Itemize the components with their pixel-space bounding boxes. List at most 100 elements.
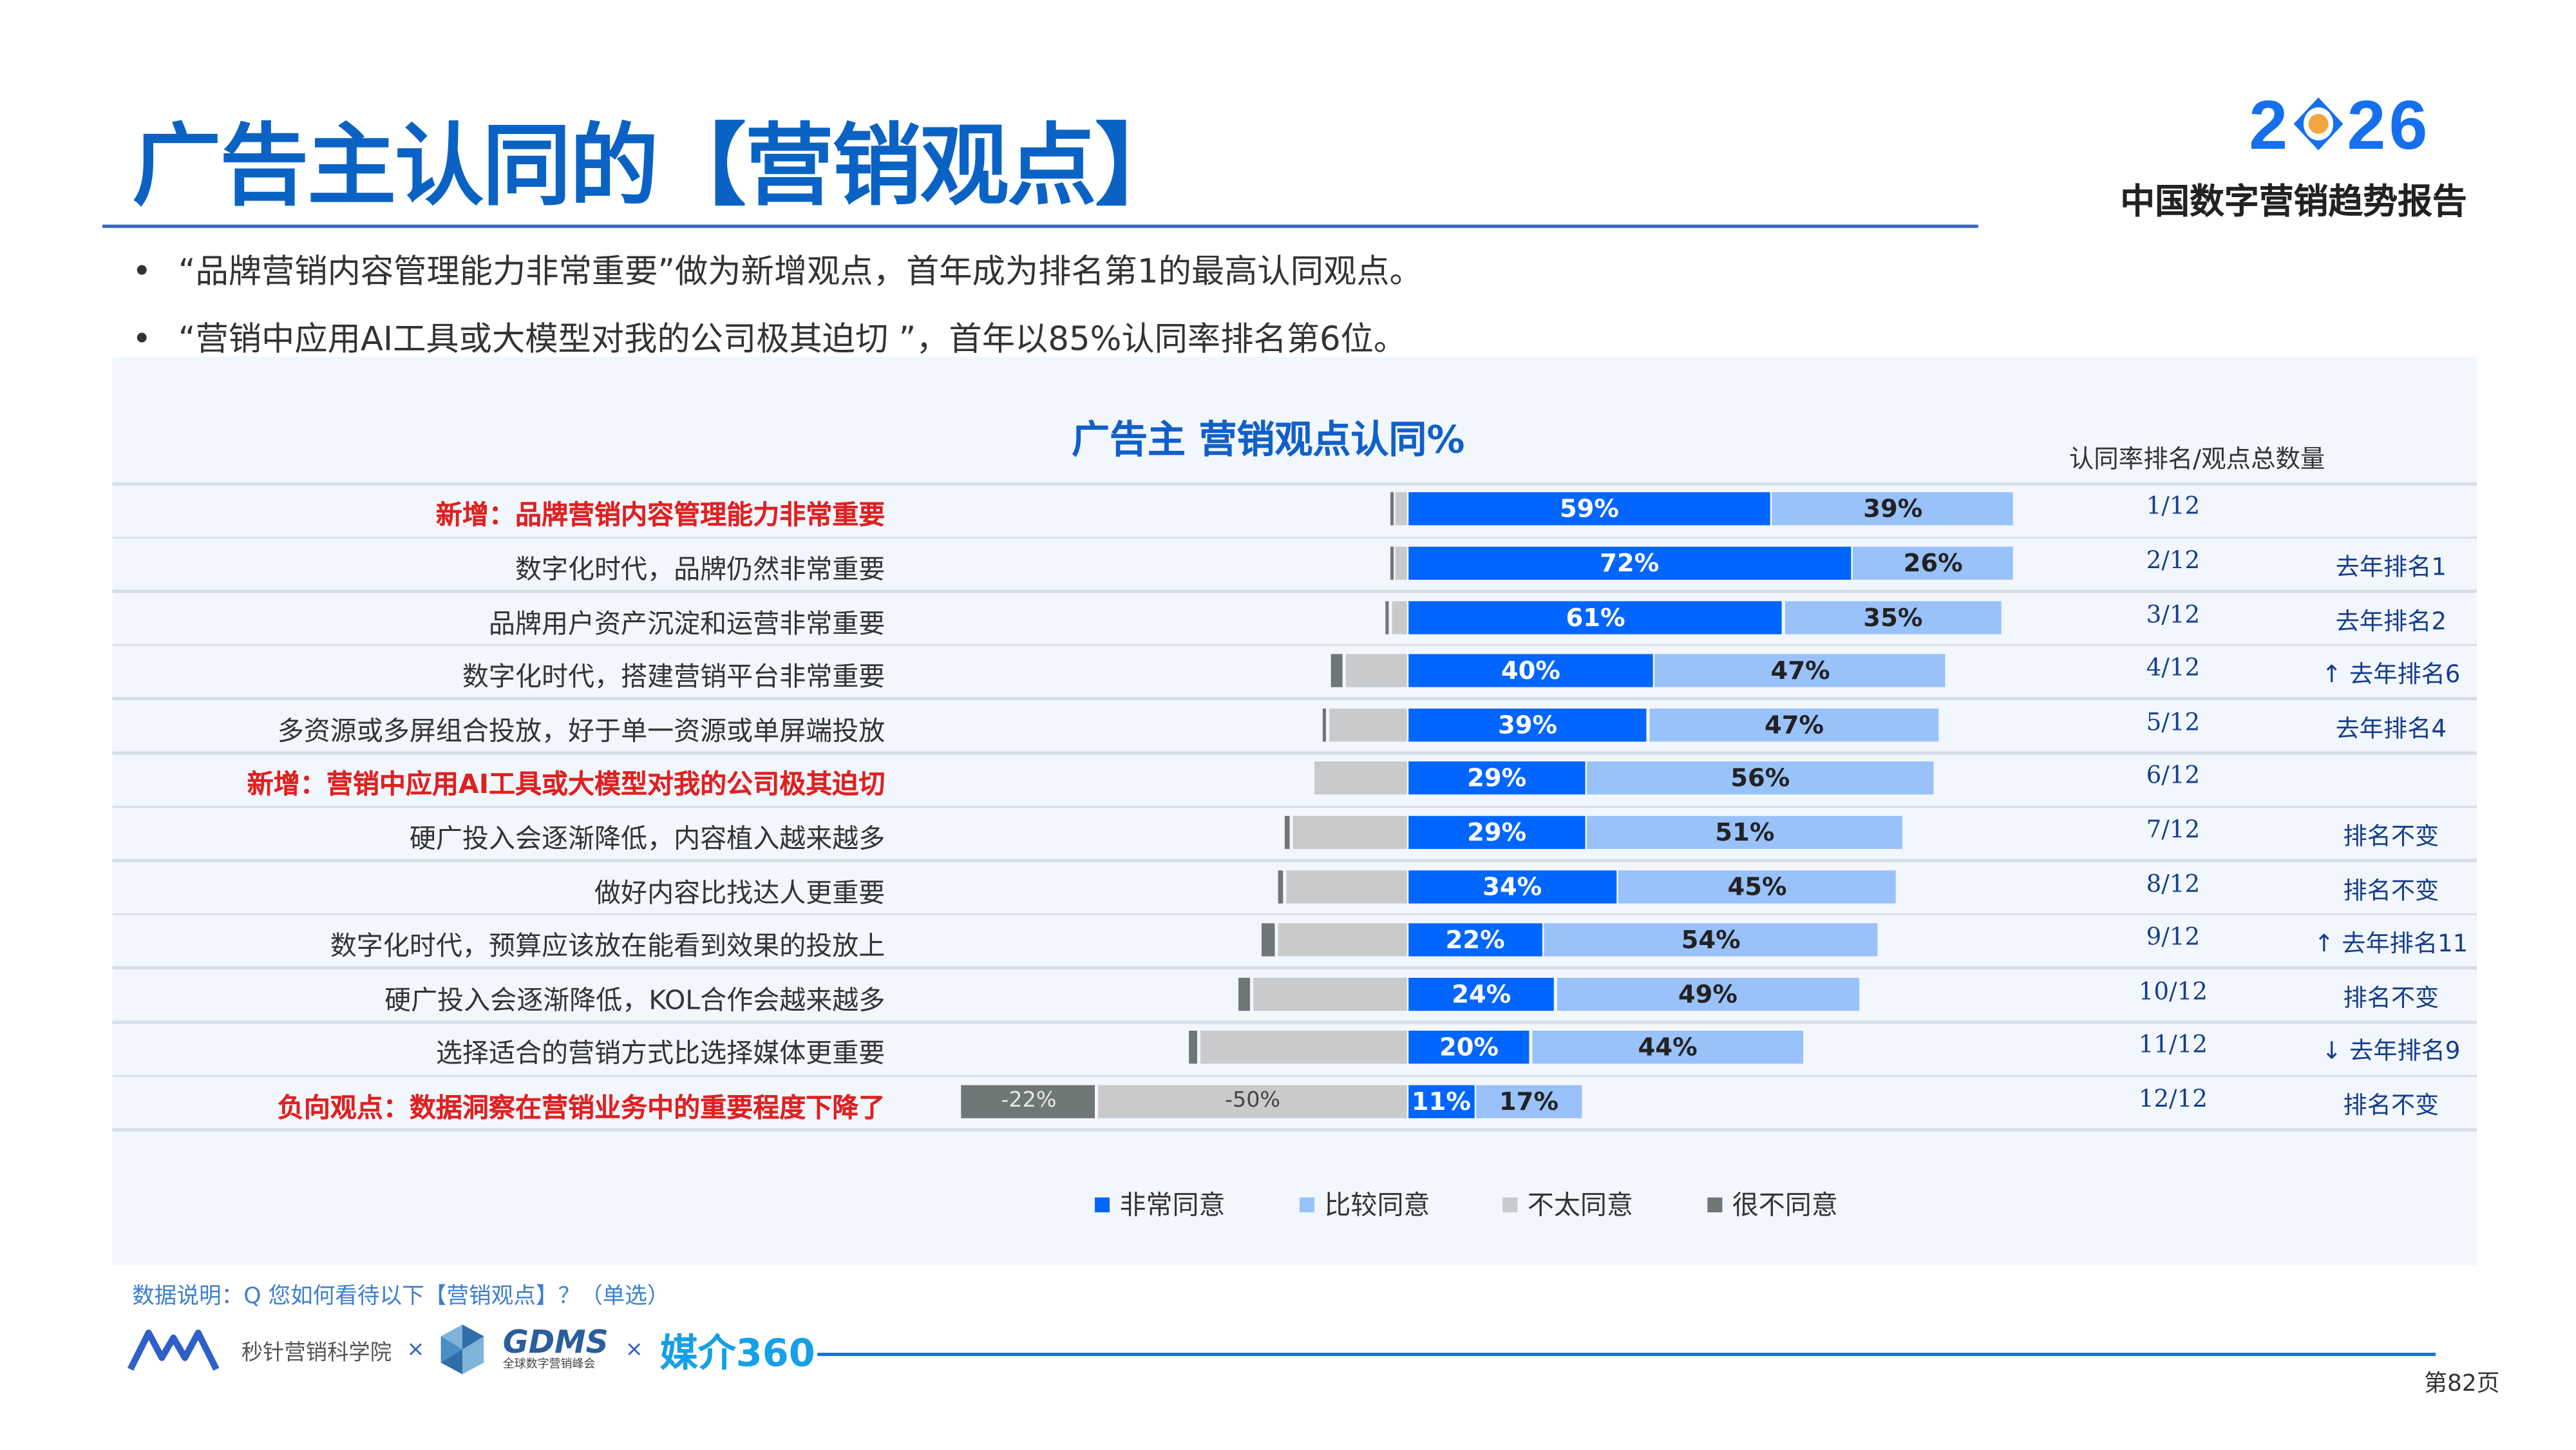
rank-change-note: 排名不变: [2343, 1093, 2439, 1120]
bar-strongly-agree: [1408, 977, 1555, 1011]
row-divider: [112, 589, 2477, 593]
partner3-name: 媒介360: [659, 1333, 815, 1376]
bar-agree: [1655, 654, 1946, 687]
legend-item: 比较同意: [1299, 1183, 1430, 1223]
bar-strongly-agree: [1408, 761, 1586, 796]
bullet-item: • “品牌营销内容管理能力非常重要”做为新增观点，首年成为排名第1的最高认同观点。: [132, 244, 1423, 292]
legend-swatch: [1299, 1197, 1315, 1213]
data-label-agree: 26%: [1903, 548, 1963, 578]
bar-strongly-agree: [1408, 546, 1851, 580]
bar-strongly-agree: [1408, 1031, 1530, 1065]
bar-agree: [1531, 1031, 1804, 1065]
bar-disagree: [1277, 923, 1407, 957]
rank-change-note: ↓ 去年排名9: [2322, 1039, 2461, 1066]
row-label: 做好内容比找达人更重要: [594, 876, 886, 908]
row-divider: [112, 482, 2477, 485]
bar-disagree: [1345, 654, 1407, 687]
bar-agree: [1772, 492, 2014, 526]
rank-change-note: ↑ 去年排名11: [2314, 931, 2468, 959]
data-label-agree: 47%: [1770, 656, 1830, 686]
bar-agree: [1853, 546, 2014, 580]
gdms-logo-icon: [441, 1324, 485, 1375]
rank-value: 2/12: [2146, 548, 2201, 575]
rank-value: 8/12: [2146, 871, 2201, 898]
bar-agree: [1618, 869, 1897, 903]
brand-logo-2026: 2 26: [2249, 86, 2430, 165]
bullet-icon: •: [132, 251, 152, 291]
legend-swatch: [1094, 1197, 1110, 1213]
bar-strongly-agree: [1408, 869, 1616, 903]
row-label: 选择适合的营销方式比选择媒体更重要: [435, 1038, 886, 1069]
separator: ×: [625, 1337, 643, 1362]
data-label-agree: 44%: [1638, 1033, 1698, 1063]
bar-strongly-disagree: [1261, 923, 1274, 957]
bullet-icon: •: [132, 318, 152, 359]
data-label-agree: 56%: [1730, 763, 1790, 794]
data-label-strongly-agree: 29%: [1467, 763, 1527, 794]
bar-disagree: [1314, 761, 1407, 796]
data-label-strongly-agree: 39%: [1498, 709, 1558, 739]
bullet-item: • “营销中应用AI工具或大模型对我的公司极其迫切 ”，首年以85%认同率排名第6…: [132, 312, 1406, 360]
row-divider: [112, 644, 2477, 647]
rank-change-note: 去年排名2: [2335, 608, 2447, 635]
legend-label: 比较同意: [1324, 1189, 1430, 1221]
bar-strongly-agree: [1408, 654, 1653, 687]
rank-value: 4/12: [2146, 656, 2201, 683]
bar-strongly-disagree: [1285, 816, 1290, 849]
bar-agree: [1649, 708, 1940, 741]
partner1-name: 秒针营销科学院: [241, 1340, 392, 1366]
row-label: 负向观点：数据洞察在营销业务中的重要程度下降了: [277, 1091, 886, 1123]
bar-disagree: [1394, 546, 1407, 580]
row-label: 新增：品牌营销内容管理能力非常重要: [435, 499, 886, 531]
bar-disagree: [1253, 977, 1407, 1011]
separator: ×: [406, 1337, 425, 1362]
rank-change-note: ↑ 去年排名6: [2322, 662, 2461, 689]
footer-divider: [817, 1352, 2436, 1357]
rank-value: 11/12: [2138, 1033, 2208, 1060]
rank-value: 7/12: [2146, 817, 2201, 844]
bar-strongly-disagree: [1390, 546, 1394, 580]
row-divider: [112, 536, 2477, 539]
row-label: 硬广投入会逐渐降低，内容植入越来越多: [409, 822, 886, 854]
row-divider: [112, 805, 2477, 808]
rank-value: 5/12: [2146, 709, 2201, 736]
data-label-strongly-agree: 20%: [1439, 1033, 1499, 1063]
legend-item: 不太同意: [1502, 1183, 1633, 1223]
row-label: 硬广投入会逐渐降低，KOL合作会越来越多: [384, 984, 886, 1016]
legend-swatch: [1707, 1197, 1723, 1213]
data-label-strongly-agree: 72%: [1600, 548, 1660, 578]
row-divider: [112, 1074, 2477, 1078]
rank-value: 10/12: [2138, 978, 2208, 1006]
row-divider: [112, 698, 2477, 700]
data-label-strongly-agree: 11%: [1411, 1086, 1471, 1117]
row-divider: [112, 967, 2477, 969]
data-label-strongly-agree: 40%: [1501, 656, 1560, 686]
bar-strongly-disagree: [1331, 654, 1342, 687]
row-divider: [112, 859, 2477, 862]
legend-item: 很不同意: [1707, 1183, 1838, 1223]
row-divider: [112, 1128, 2477, 1131]
legend-label: 非常同意: [1119, 1189, 1226, 1221]
partner-logos: 秒针营销科学院 × GDMS 全球数字营销峰会 × 媒介360: [126, 1321, 815, 1380]
data-label-disagree: -50%: [1224, 1088, 1281, 1113]
bar-strongly-disagree: [1385, 600, 1389, 634]
data-label-strongly-disagree: -22%: [1001, 1088, 1057, 1113]
bar-agree: [1587, 816, 1902, 849]
row-label: 数字化时代，预算应该放在能看到效果的投放上: [330, 930, 886, 962]
report-name: 中国数字营销趋势报告: [2120, 182, 2467, 222]
data-label-strongly-agree: 59%: [1559, 494, 1619, 524]
bar-disagree: [1098, 1085, 1407, 1118]
bar-strongly-agree: [1408, 708, 1647, 741]
legend-swatch: [1502, 1197, 1518, 1213]
bar-disagree: [1329, 708, 1407, 741]
rank-change-note: 排名不变: [2343, 824, 2439, 851]
row-label: 多资源或多屏组合投放，好于单一资源或单屏端投放: [277, 714, 886, 747]
bar-agree: [1476, 1085, 1582, 1118]
row-label: 数字化时代，品牌仍然非常重要: [515, 553, 886, 585]
bar-strongly-disagree: [1390, 492, 1394, 526]
legend-item: 非常同意: [1094, 1183, 1226, 1223]
miaozhen-logo-icon: [127, 1330, 220, 1371]
logo-year-left: 2: [2249, 86, 2291, 164]
chart-title: 广告主 营销观点认同%: [1072, 419, 1465, 463]
